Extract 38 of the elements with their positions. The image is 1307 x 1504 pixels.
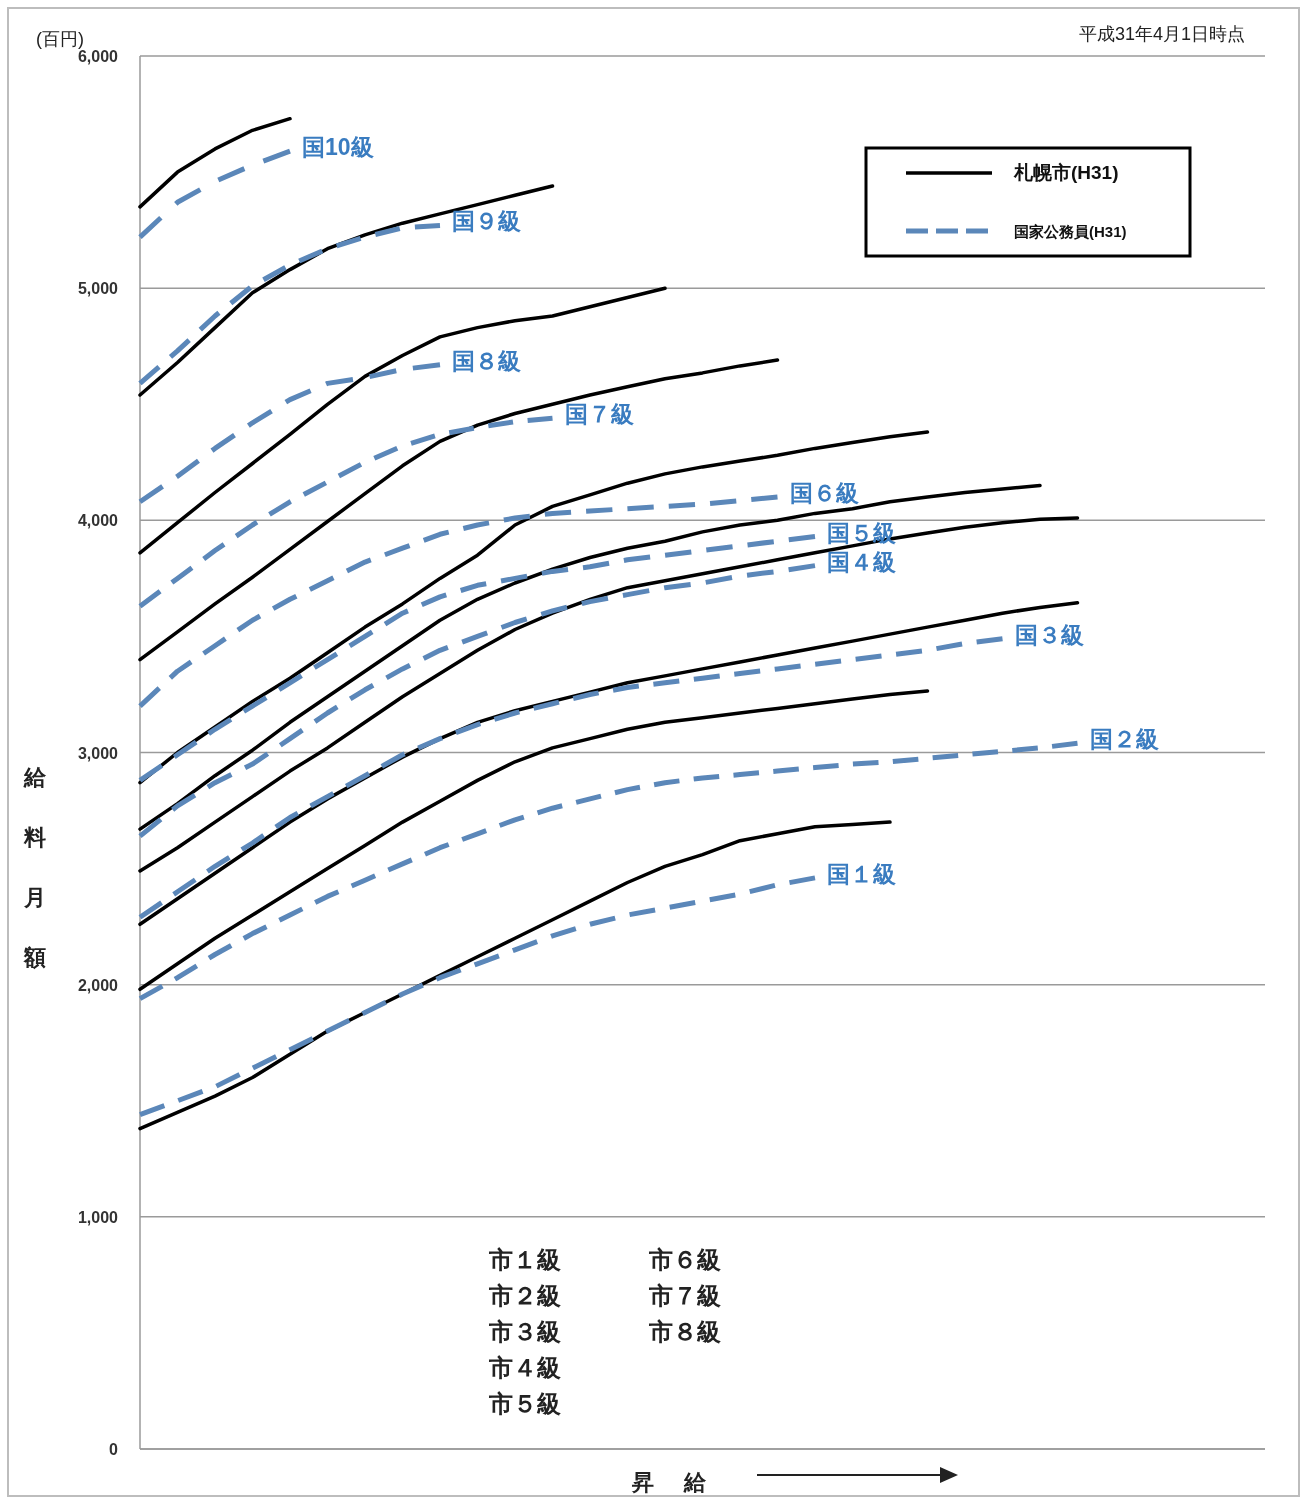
series-label: 国４級 bbox=[827, 548, 896, 575]
y-tick-label: 6,000 bbox=[77, 48, 119, 65]
annotation: 国家公務員(H31) bbox=[1014, 223, 1127, 240]
series-label: 国６級 bbox=[789, 480, 859, 507]
line-series bbox=[138, 116, 292, 209]
annotation: 市５級 bbox=[488, 1390, 561, 1417]
text: 平成31年4月1日時点 bbox=[1078, 24, 1245, 44]
annotation: 札幌市(H31) bbox=[1013, 162, 1119, 183]
series-label: 国５級 bbox=[827, 519, 896, 546]
series-label: 国１級 bbox=[827, 860, 896, 887]
series-label: 国２級 bbox=[1089, 726, 1159, 753]
y-tick-label: 4,000 bbox=[77, 512, 119, 530]
annotation: 市３級 bbox=[488, 1318, 561, 1345]
series-label: 国10級 bbox=[302, 134, 374, 161]
annotation: 市２級 bbox=[488, 1282, 561, 1309]
series-label: 国８級 bbox=[452, 347, 521, 374]
line-series bbox=[138, 430, 930, 785]
x-axis-title: 昇給 bbox=[631, 1470, 736, 1495]
line-series bbox=[138, 689, 930, 992]
text: (百円) bbox=[36, 29, 84, 49]
line-series bbox=[138, 184, 555, 397]
series-label: 国９級 bbox=[452, 208, 521, 235]
y-tick-label: 1,000 bbox=[77, 1208, 119, 1226]
y-tick-label: 5,000 bbox=[77, 280, 119, 298]
line-series bbox=[138, 483, 1042, 831]
y-tick-label: 3,000 bbox=[77, 744, 119, 762]
annotation: 市７級 bbox=[648, 1282, 721, 1309]
text: 給料月額 bbox=[24, 765, 46, 970]
annotation: 市４級 bbox=[488, 1354, 561, 1381]
annotation: 市１級 bbox=[488, 1246, 561, 1273]
line-series bbox=[138, 286, 667, 555]
series-label: 国３級 bbox=[1014, 621, 1084, 648]
y-tick-label: 0 bbox=[109, 1441, 119, 1458]
annotation: 市８級 bbox=[648, 1318, 721, 1345]
y-tick-label: 2,000 bbox=[77, 976, 119, 994]
series-label: 国７級 bbox=[564, 401, 634, 428]
annotation: 市６級 bbox=[648, 1246, 721, 1273]
legend: 札幌市(H31) 国家公務員(H31) bbox=[864, 146, 1192, 258]
